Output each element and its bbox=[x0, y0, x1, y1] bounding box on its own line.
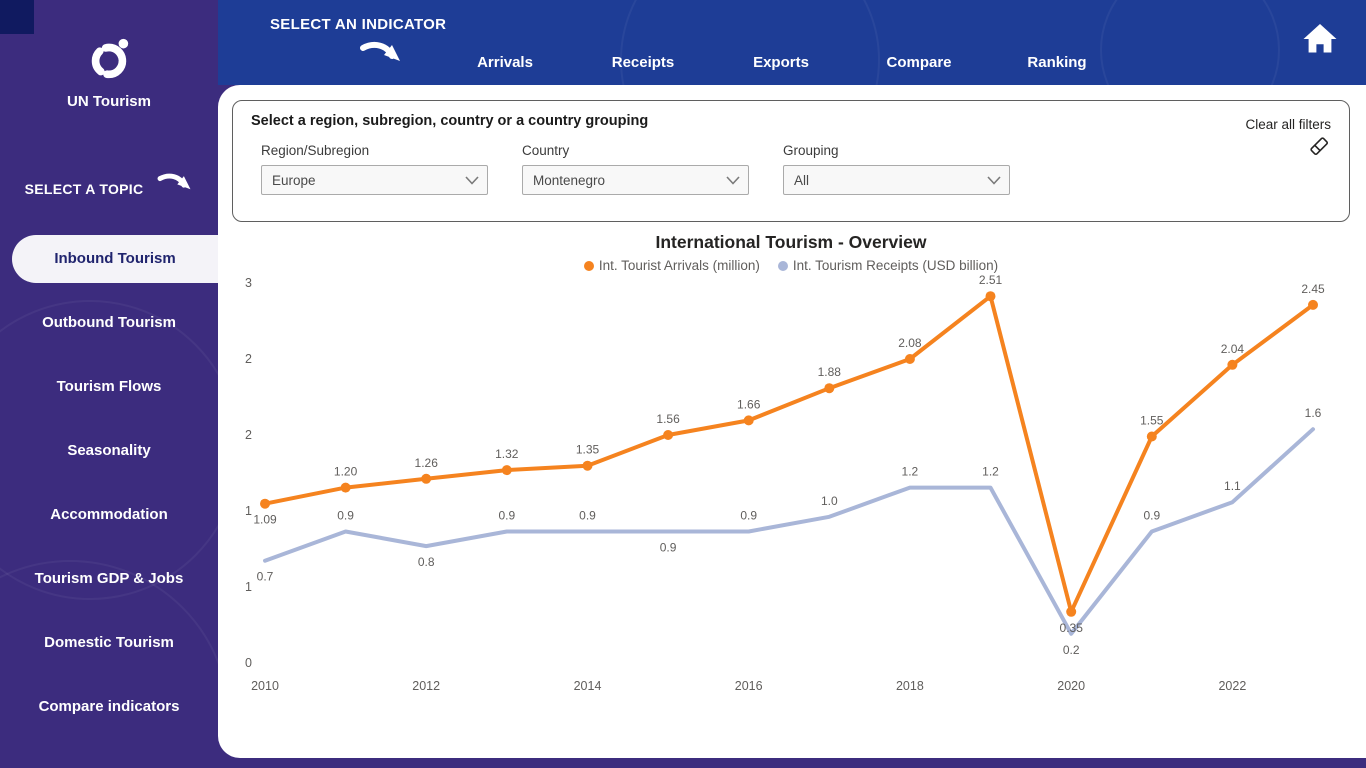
svg-text:1.56: 1.56 bbox=[656, 412, 680, 426]
legend-dot-icon bbox=[583, 260, 594, 271]
filter-title: Select a region, subregion, country or a… bbox=[251, 113, 649, 129]
svg-text:1.09: 1.09 bbox=[253, 513, 277, 527]
sidebar-item-inbound-tourism[interactable]: Inbound Tourism bbox=[12, 235, 218, 283]
svg-text:2018: 2018 bbox=[896, 679, 924, 693]
chevron-down-icon bbox=[465, 175, 479, 185]
svg-text:0.9: 0.9 bbox=[660, 541, 677, 555]
svg-text:0.2: 0.2 bbox=[1063, 643, 1080, 657]
svg-text:1.2: 1.2 bbox=[902, 465, 919, 479]
region-subregion-dropdown[interactable]: Europe bbox=[261, 165, 488, 195]
svg-text:2022: 2022 bbox=[1218, 679, 1246, 693]
svg-text:1.6: 1.6 bbox=[1305, 406, 1322, 420]
overview-chart-card: International Tourism - Overview Int. To… bbox=[232, 232, 1350, 716]
svg-text:0.9: 0.9 bbox=[740, 509, 757, 523]
nav-compare[interactable]: Compare bbox=[886, 54, 952, 71]
select-topic-label: SELECT A TOPIC bbox=[24, 180, 144, 197]
svg-text:0.35: 0.35 bbox=[1060, 621, 1084, 635]
topbar: SELECT AN INDICATOR Arrivals Receipts Ex… bbox=[0, 0, 1366, 85]
svg-text:0.9: 0.9 bbox=[579, 509, 596, 523]
svg-text:2020: 2020 bbox=[1057, 679, 1085, 693]
select-indicator-label: SELECT AN INDICATOR bbox=[270, 16, 447, 33]
svg-text:0.7: 0.7 bbox=[257, 570, 274, 584]
country-value: Montenegro bbox=[533, 172, 606, 188]
eraser-icon bbox=[1245, 134, 1331, 163]
main-content: Select a region, subregion, country or a… bbox=[218, 85, 1366, 758]
svg-text:1.66: 1.66 bbox=[737, 397, 761, 411]
logo-globe-icon bbox=[91, 38, 129, 79]
chart-title: International Tourism - Overview bbox=[655, 232, 927, 252]
legend-dot-icon bbox=[777, 260, 788, 271]
indicator-nav: Arrivals Receipts Exports Compare Rankin… bbox=[450, 0, 1112, 85]
country-dropdown[interactable]: Montenegro bbox=[522, 165, 749, 195]
tourism-chart-svg: 0 1 1 2 2 3 2010 2012 2014 2016 2018 2020 2022 0.7 0.9… bbox=[245, 273, 1325, 693]
field-grouping: Grouping All bbox=[783, 143, 1010, 195]
svg-text:2014: 2014 bbox=[574, 679, 602, 693]
nav-arrivals[interactable]: Arrivals bbox=[477, 54, 533, 71]
field-country: Country Montenegro bbox=[522, 143, 749, 195]
svg-text:0: 0 bbox=[245, 656, 252, 670]
svg-text:1.2: 1.2 bbox=[982, 465, 999, 479]
svg-text:1.20: 1.20 bbox=[334, 465, 358, 479]
clear-all-filters-label: Clear all filters bbox=[1245, 117, 1331, 132]
country-label: Country bbox=[522, 143, 570, 158]
legend-item[interactable]: Int. Tourist Arrivals (million) bbox=[583, 258, 760, 273]
svg-text:2016: 2016 bbox=[735, 679, 763, 693]
svg-text:1.32: 1.32 bbox=[495, 447, 519, 461]
svg-text:2.08: 2.08 bbox=[898, 336, 922, 350]
svg-text:2.04: 2.04 bbox=[1221, 342, 1245, 356]
chevron-down-icon bbox=[987, 175, 1001, 185]
un-tourism-logo: UN Tourism bbox=[0, 36, 218, 110]
svg-text:0.8: 0.8 bbox=[418, 555, 435, 569]
legend-item[interactable]: Int. Tourism Receipts (USD billion) bbox=[777, 258, 998, 273]
grouping-dropdown[interactable]: All bbox=[783, 165, 1010, 195]
clear-all-filters-button[interactable]: Clear all filters bbox=[1245, 117, 1331, 163]
filter-panel: Select a region, subregion, country or a… bbox=[232, 100, 1350, 222]
svg-text:2: 2 bbox=[245, 352, 252, 366]
svg-text:1.88: 1.88 bbox=[818, 365, 842, 379]
chevron-down-icon bbox=[726, 175, 740, 185]
svg-text:0.9: 0.9 bbox=[498, 509, 515, 523]
svg-text:2: 2 bbox=[245, 428, 252, 442]
svg-text:1: 1 bbox=[245, 580, 252, 594]
home-icon[interactable] bbox=[1302, 22, 1338, 61]
nav-receipts[interactable]: Receipts bbox=[611, 54, 675, 71]
grouping-label: Grouping bbox=[783, 143, 839, 158]
svg-text:2012: 2012 bbox=[412, 679, 440, 693]
svg-text:1.55: 1.55 bbox=[1140, 414, 1164, 428]
svg-text:3: 3 bbox=[245, 276, 252, 290]
svg-text:1: 1 bbox=[245, 504, 252, 518]
region-subregion-label: Region/Subregion bbox=[261, 143, 370, 158]
logo-text: UN Tourism bbox=[67, 93, 151, 110]
indicator-arrow-icon bbox=[358, 40, 402, 79]
nav-ranking[interactable]: Ranking bbox=[1027, 54, 1087, 71]
svg-text:2.45: 2.45 bbox=[1301, 282, 1325, 296]
sidebar: UN Tourism SELECT A TOPIC Inbound Touris… bbox=[0, 0, 218, 768]
svg-text:1.0: 1.0 bbox=[821, 494, 838, 508]
chart-legend: Int. Tourist Arrivals (million) Int. Tou… bbox=[232, 258, 1350, 273]
field-region-subregion: Region/Subregion Europe bbox=[261, 143, 488, 195]
svg-text:0.9: 0.9 bbox=[1143, 509, 1160, 523]
svg-text:1.26: 1.26 bbox=[415, 456, 439, 470]
region-subregion-value: Europe bbox=[272, 172, 316, 188]
svg-text:1.1: 1.1 bbox=[1224, 479, 1241, 493]
svg-text:0.9: 0.9 bbox=[337, 509, 354, 523]
svg-text:1.35: 1.35 bbox=[576, 443, 600, 457]
grouping-value: All bbox=[794, 172, 810, 188]
nav-exports[interactable]: Exports bbox=[753, 54, 809, 71]
topic-arrow-icon bbox=[155, 172, 193, 205]
corner-accent bbox=[0, 0, 34, 34]
svg-text:2010: 2010 bbox=[251, 679, 279, 693]
svg-text:2.51: 2.51 bbox=[979, 273, 1003, 287]
